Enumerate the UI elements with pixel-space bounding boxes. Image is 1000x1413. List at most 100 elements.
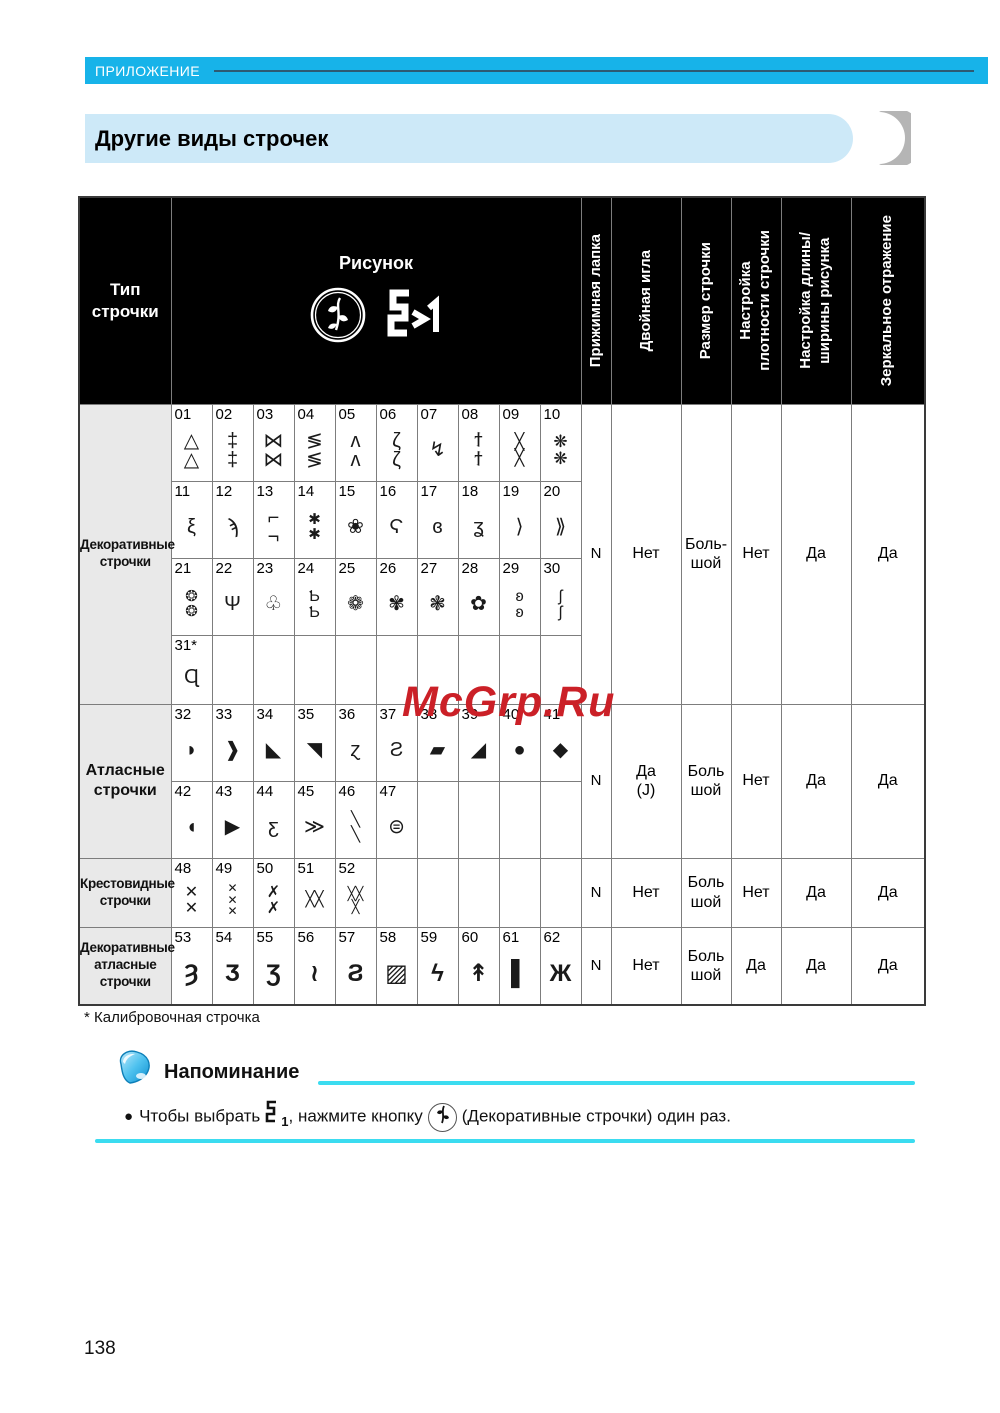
value-cell-density: Нет: [730, 403, 782, 705]
stitch-cell: 62 Ж: [539, 926, 582, 1006]
stitch-cell: 41 ◆: [539, 703, 582, 782]
stitch-cell: 38 ▰: [416, 703, 459, 782]
stitch-cell: 56 ≀: [293, 926, 336, 1006]
stitch-cell-empty: [498, 780, 541, 859]
stitch-glyph: ●: [513, 739, 526, 761]
stitch-cell: 10 ❋ ❋: [539, 403, 582, 482]
stitch-glyph: ♧: [264, 593, 283, 615]
value-cell-length-width: Да: [780, 703, 852, 859]
reminder-note-part3: (Декоративные строчки) один раз.: [461, 1106, 731, 1126]
stitch-row: Декоративные строчки 01 △ △ 02 ‡ ‡ 03 ⋈ ⋈ 04 ≶ ≶…: [78, 403, 926, 705]
stitch-number: 32: [174, 705, 192, 723]
stitch-glyph: ≶ ≶: [306, 429, 323, 471]
reminder-bottom-rule: [95, 1139, 915, 1143]
stitch-glyph: ζ ζ: [392, 429, 401, 471]
stitch-number: 04: [297, 405, 315, 423]
stitch-cell: 14 ✱ ✱: [293, 480, 336, 559]
stitch-table: Тип строчки Рисунок: [78, 196, 926, 1006]
value-cell-presser-foot: N: [580, 926, 612, 1006]
stitch-cell: 53 Ȝ: [170, 926, 213, 1006]
value-cell-twin-needle: Да (J): [610, 703, 682, 859]
stitch-row: 31* Ɋ: [79, 634, 925, 705]
stitch-number: 19: [502, 482, 520, 500]
stitch-glyph: ʃ ʃ: [558, 588, 563, 621]
stitch-cell-empty: [252, 634, 295, 705]
reminder-note: ● Чтобы выбрать 1, нажмите кнопку (Декорати…: [124, 1100, 731, 1137]
value-cell-mirror: Да: [850, 857, 926, 928]
stitch-cell: 52 ╳╳ ╳: [334, 857, 377, 928]
stitch-glyph: ✗ ✗: [266, 884, 281, 917]
stitch-glyph: ✾: [388, 593, 405, 615]
stitch-glyph: ✕ ✕ ✕: [227, 881, 238, 919]
stitch-cell: 01 △ △: [170, 403, 213, 482]
stitch-cell: 09 ╳ ╳: [498, 403, 541, 482]
stitch-cell: 55 Ʒ: [252, 926, 295, 1006]
stitch-cell: 03 ⋈ ⋈: [252, 403, 295, 482]
stitch-number: 34: [256, 705, 274, 723]
stitch-glyph: ⊜: [388, 816, 405, 838]
stitch-number: 36: [338, 705, 356, 723]
bullet-icon: ●: [124, 1108, 134, 1126]
stitch-number: 03: [256, 405, 274, 423]
calibration-footnote: * Калибровочная строчка: [84, 1009, 260, 1026]
stitch-glyph: ╳ ╳: [514, 434, 525, 467]
stitch-glyph: ❋ ❋: [553, 432, 568, 468]
stitch-glyph: ⟩: [515, 516, 524, 538]
stitch-number: 40: [502, 705, 520, 723]
stitch-cell-empty: [457, 634, 500, 705]
stitch-number: 49: [215, 859, 233, 877]
value-cell-mirror: Да: [850, 926, 926, 1006]
stitch-number: 10: [543, 405, 561, 423]
stitch-cell-empty: [539, 857, 582, 928]
stitch-glyph: ɞ: [432, 516, 443, 538]
stitch-cell: 23 ♧: [252, 557, 295, 636]
stitch-cell: 17 ɞ: [416, 480, 459, 559]
stitch-number: 30: [543, 559, 561, 577]
stitch-number: 21: [174, 559, 192, 577]
stitch-number: 47: [379, 782, 397, 800]
value-cell-stitch-size: Боль шой: [680, 703, 732, 859]
page-title: Другие виды строчек: [95, 125, 329, 151]
stitch-glyph: ▰: [429, 739, 446, 761]
stitch-cell: 13 ⌐ ¬: [252, 480, 295, 559]
stitch-glyph: ◢: [470, 739, 487, 761]
stitch-glyph: ϟ: [431, 959, 444, 987]
value-cell-mirror: Да: [850, 403, 926, 705]
stitch-number: 25: [338, 559, 356, 577]
stitch-number: 22: [215, 559, 233, 577]
page-number: 138: [84, 1338, 116, 1359]
stitch-cell: 46 ╲ ╲: [334, 780, 377, 859]
stitch-number: 20: [543, 482, 561, 500]
appendix-section-label: ПРИЛОЖЕНИЕ: [95, 62, 201, 79]
stitch-cell: 49 ✕ ✕ ✕: [211, 857, 254, 928]
stitch-cell: 30 ʃ ʃ: [539, 557, 582, 636]
appendix-header-bar: ПРИЛОЖЕНИЕ: [85, 57, 988, 84]
stitch-number: 57: [338, 928, 356, 946]
stitch-number: 52: [338, 859, 356, 877]
stitch-cell-empty: [416, 780, 459, 859]
stitch-number: 42: [174, 782, 192, 800]
stitch-cell: 04 ≶ ≶: [293, 403, 336, 482]
stitch-cell: 20 ⟫: [539, 480, 582, 559]
stitch-glyph: Ƅ Ƅ: [309, 588, 320, 621]
stitch-glyph: ϡ: [226, 516, 239, 538]
stitch-glyph: ✕ ✕: [184, 884, 199, 917]
stitch-number: 58: [379, 928, 397, 946]
decorative-stitches-button-icon: [427, 1102, 457, 1132]
stitch-glyph: ↟: [468, 959, 489, 987]
stitch-row: 11 ξ 12 ϡ 13 ⌐ ¬ 14 ✱ ✱ 15 ❀ 16 Ϛ 17 ɞ 18 ʓ 19 ⟩ 20 ⟫: [79, 480, 925, 559]
value-cell-presser-foot: N: [580, 703, 612, 859]
stitch-number: 35: [297, 705, 315, 723]
stitch-glyph: ╲ ╲: [350, 811, 361, 843]
stitch-cell: 61 ▌: [498, 926, 541, 1006]
stitch-cell: 33 ❱: [211, 703, 254, 782]
stitch-cell: 05 ʌ ʌ: [334, 403, 377, 482]
group-label: Декоративные атласные строчки: [78, 926, 175, 1006]
value-cell-length-width: Да: [780, 926, 852, 1006]
stitch-cell-empty: [457, 857, 500, 928]
stitch-row: 42 ◖ 43 ▶ 44 ƹ 45 ≫ 46 ╲ ╲ 47 ⊜: [79, 780, 925, 859]
watermark: McGrp.Ru: [402, 678, 616, 726]
value-cell-length-width: Да: [780, 403, 852, 705]
stitch-number: 17: [420, 482, 438, 500]
stitch-glyph: ≀: [310, 959, 319, 987]
